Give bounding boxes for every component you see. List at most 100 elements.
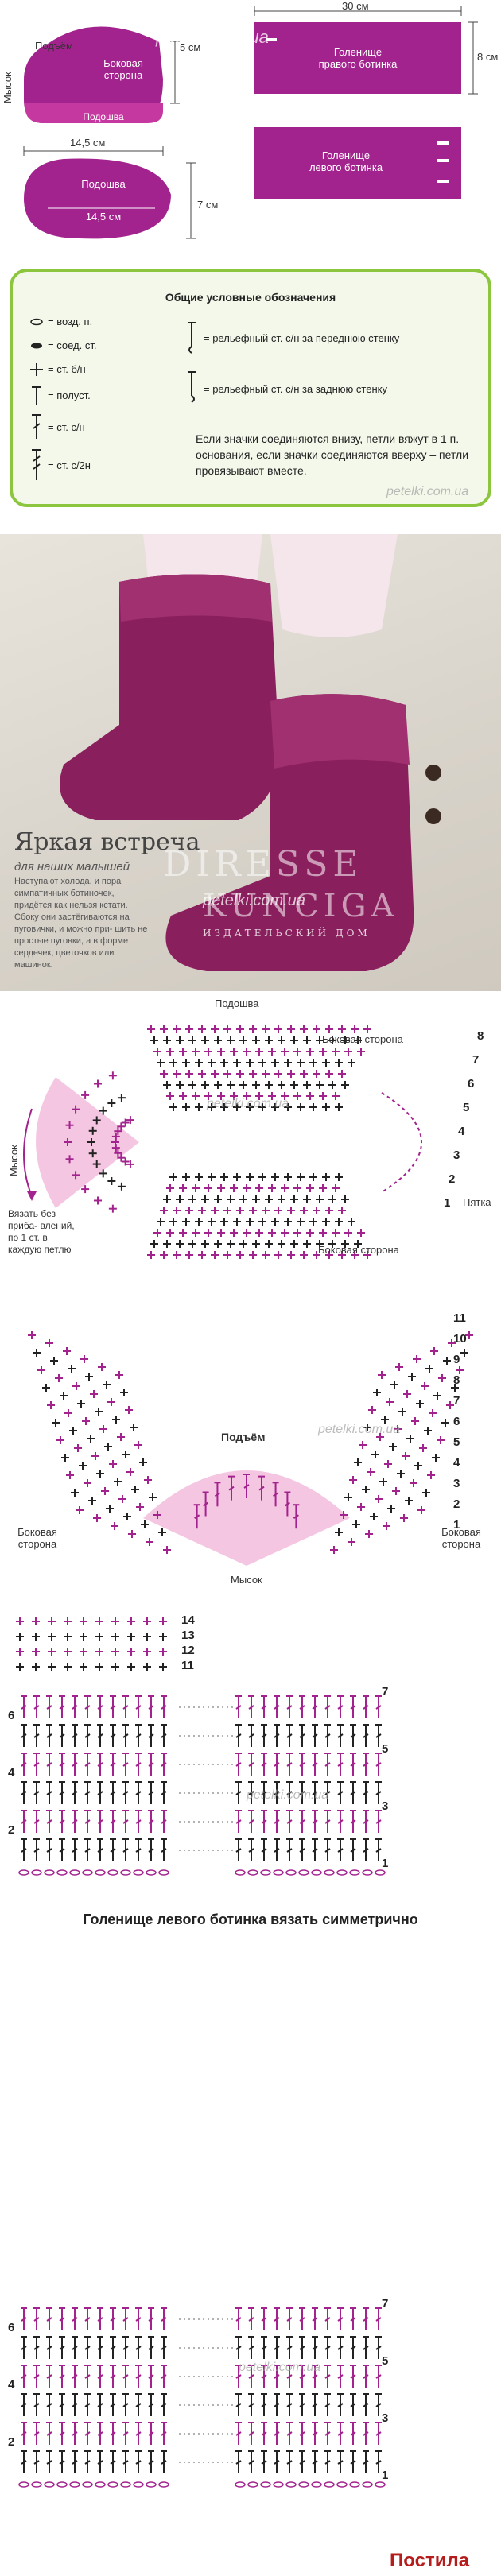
chain-stitch-icon xyxy=(107,2481,118,2488)
brand-bottom: KUNCIGA xyxy=(203,888,399,924)
dc-stitch-icon xyxy=(375,2422,382,2445)
chain-stitch-icon xyxy=(133,2481,144,2488)
dc-stitch-icon xyxy=(84,2336,91,2359)
sc-stitch-icon xyxy=(94,1079,103,1088)
chain-stitch-icon xyxy=(82,2481,93,2488)
sc-stitch-icon xyxy=(96,1470,104,1478)
sc-stitch-icon xyxy=(106,1505,114,1513)
dc-stitch-icon xyxy=(363,2365,369,2388)
dc-stitch-icon xyxy=(261,1781,267,1804)
sc-stitch-icon xyxy=(325,1207,333,1214)
button-icon xyxy=(425,765,441,781)
dc-stitch-icon xyxy=(337,1781,344,1804)
dc-stitch-icon xyxy=(363,2450,369,2473)
legend-item-hdc: = полуст. xyxy=(48,389,91,401)
sc-stitch-icon xyxy=(166,1229,174,1237)
row-number: 7 xyxy=(382,2297,389,2311)
sc-stitch-icon xyxy=(127,1663,135,1671)
sc-stitch-icon xyxy=(114,1478,122,1486)
dc-stitch-icon xyxy=(350,2336,356,2359)
dc-stitch-icon xyxy=(33,2307,40,2330)
sc-stitch-icon xyxy=(390,1381,398,1389)
sc-stitch-icon xyxy=(335,1103,343,1111)
sc-stitch-icon xyxy=(255,1092,263,1100)
sc-stitch-icon xyxy=(370,1513,378,1520)
dc-stitch-icon xyxy=(286,1695,293,1718)
sc-stitch-icon xyxy=(95,1633,103,1641)
chain-stitch-icon xyxy=(235,1869,246,1876)
sc-stitch-icon xyxy=(176,1240,184,1248)
watermark-pattern: petelki.com.ua xyxy=(156,27,269,47)
sc-stitch-icon xyxy=(316,1036,324,1044)
sc-stitch-icon xyxy=(211,1207,219,1214)
sc-stitch-icon xyxy=(108,1204,117,1213)
dc-stitch-icon xyxy=(299,2307,305,2330)
sc-stitch-icon xyxy=(159,1617,167,1625)
sc-stitch-icon xyxy=(69,1427,77,1435)
sc-stitch-icon xyxy=(179,1092,187,1100)
side-piece-height: 5 см xyxy=(180,41,201,53)
row-number: 4 xyxy=(458,1125,465,1138)
sc-stitch-icon xyxy=(271,1059,279,1067)
photo-title: Яркая встреча xyxy=(14,828,200,856)
row-number: 5 xyxy=(382,1742,389,1756)
sc-stitch-icon xyxy=(422,1489,430,1497)
sc-stitch-icon xyxy=(217,1229,225,1237)
sc-stitch-icon xyxy=(441,1419,449,1427)
dc-stitch-icon xyxy=(337,1695,344,1718)
dc-stitch-icon xyxy=(363,2336,369,2359)
dc-stitch-icon xyxy=(122,1753,129,1776)
sc-stitch-icon xyxy=(278,1081,285,1089)
sc-stitch-icon xyxy=(160,1207,168,1214)
sc-stitch-icon xyxy=(427,1471,435,1479)
row-number: 7 xyxy=(472,1053,480,1067)
dc-stitch-icon xyxy=(161,2422,167,2445)
dc-stitch-icon xyxy=(72,2422,78,2445)
sc-stitch-icon xyxy=(300,1207,308,1214)
row-number: 8 xyxy=(453,1373,460,1387)
chain-stitch-icon xyxy=(285,2481,297,2488)
sc-stitch-icon xyxy=(182,1103,190,1111)
sc-stitch-icon xyxy=(319,1092,327,1100)
sc-stitch-icon xyxy=(227,1195,235,1203)
sc-stitch-icon xyxy=(432,1454,440,1462)
dc-stitch-icon xyxy=(350,2365,356,2388)
dc-stitch-icon xyxy=(148,2336,154,2359)
sc-stitch-icon xyxy=(297,1218,305,1226)
sc-stitch-icon xyxy=(290,1036,298,1044)
dc-stitch-icon xyxy=(350,2422,356,2445)
chain-stitch-icon xyxy=(349,2481,360,2488)
dc-stitch-icon xyxy=(148,1695,154,1718)
sc-stitch-icon xyxy=(383,1522,390,1530)
sc-stitch-icon xyxy=(45,1339,53,1347)
chain-stitch-icon xyxy=(82,1869,93,1876)
sc-stitch-icon xyxy=(271,1103,279,1111)
dc-stitch-icon xyxy=(286,2422,293,2445)
watermark-shaft-right: petelki.com.ua xyxy=(247,1788,329,1802)
dc-stitch-icon xyxy=(72,1810,78,1833)
dc-stitch-icon xyxy=(363,1724,369,1747)
dc-stitch-icon xyxy=(21,1695,27,1718)
dc-stitch-icon xyxy=(84,2393,91,2416)
dc-stitch-icon xyxy=(161,2450,167,2473)
dc-stitch-icon xyxy=(286,1724,293,1747)
sole-chart-sole-label: Подошва xyxy=(215,997,259,1009)
sc-stitch-icon xyxy=(188,1036,196,1044)
sc-stitch-icon xyxy=(198,1207,206,1214)
dc-stitch-icon xyxy=(350,1695,356,1718)
sc-stitch-icon xyxy=(149,1493,157,1501)
sc-stitch-icon xyxy=(306,1092,314,1100)
dc-stitch-icon xyxy=(363,1781,369,1804)
dc-stitch-icon xyxy=(235,2393,242,2416)
chain-stitch-icon xyxy=(31,1869,42,1876)
sc-stitch-icon xyxy=(118,1495,126,1503)
sc-stitch-icon xyxy=(173,1207,181,1214)
sc-stitch-icon xyxy=(456,1366,464,1374)
sc-stitch-icon xyxy=(208,1059,216,1067)
sc-stitch-icon xyxy=(63,1347,71,1355)
sc-stitch-icon xyxy=(418,1506,425,1514)
sc-stitch-icon xyxy=(243,1048,250,1056)
sole-shape xyxy=(24,158,171,239)
chain-stitch-icon xyxy=(69,2481,80,2488)
shaft-left-label: Голенище левого ботинка xyxy=(309,149,383,173)
